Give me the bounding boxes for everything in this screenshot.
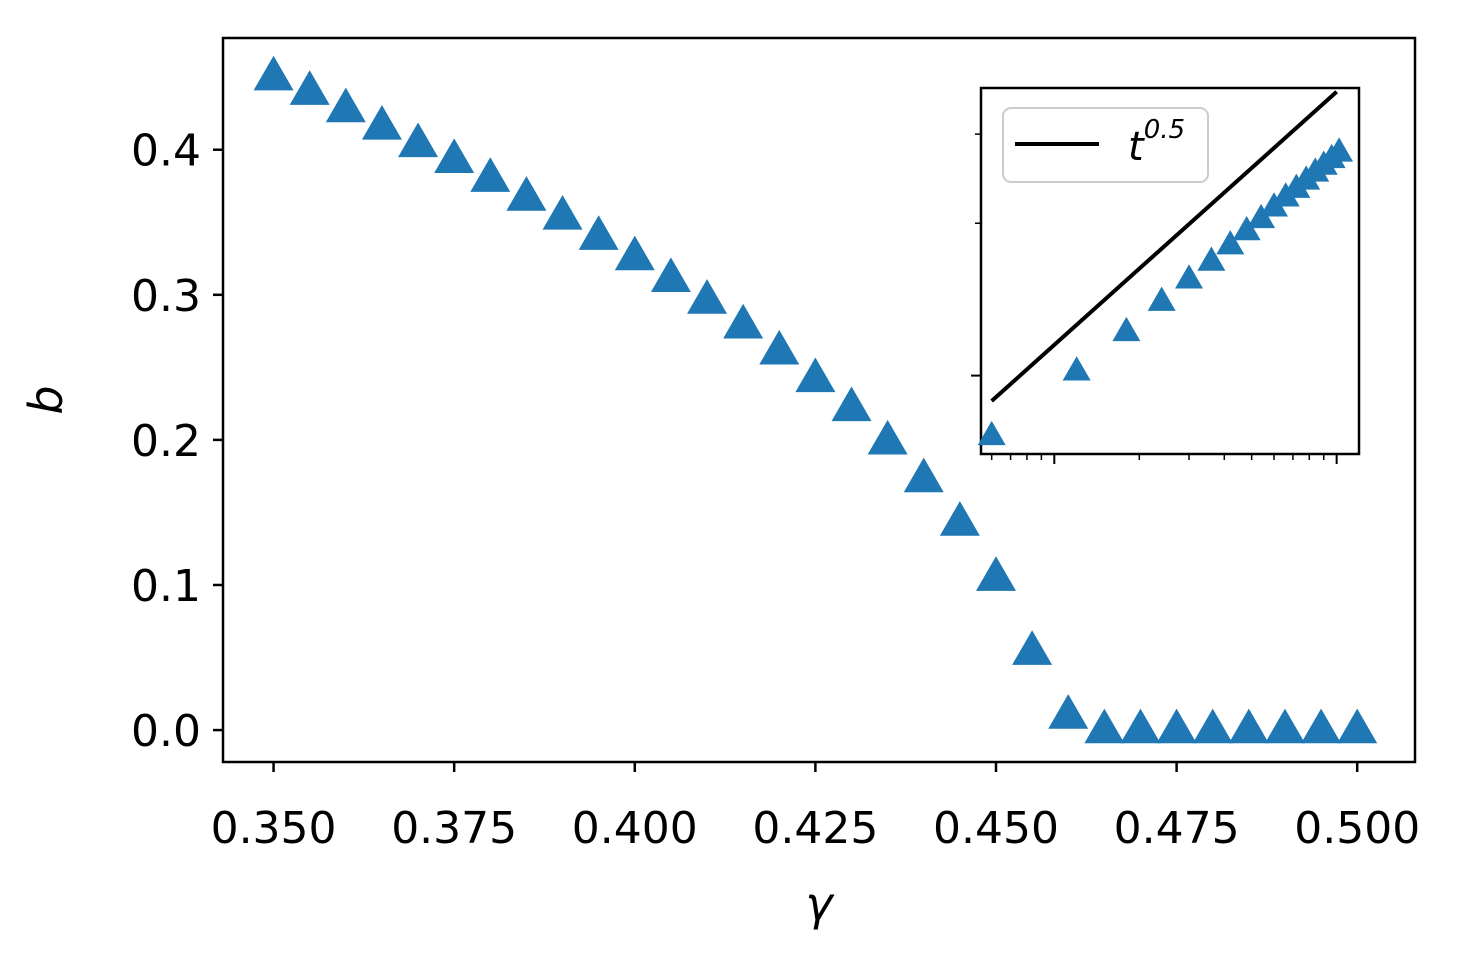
inset-data-point: [1112, 316, 1141, 342]
inset-data-points: [977, 137, 1354, 446]
data-point: [253, 55, 294, 91]
data-point: [1048, 694, 1089, 729]
y-tick-label: 0.0: [131, 706, 201, 757]
inset-data-point: [1232, 216, 1261, 241]
main-x-ticks: 0.350 0.375 0.400 0.425 0.450 0.475 0.500: [211, 762, 1420, 854]
data-point: [1264, 708, 1305, 744]
data-point: [1301, 708, 1342, 744]
y-axis-label: b: [19, 385, 73, 414]
data-point: [1156, 708, 1197, 744]
data-point: [1228, 708, 1269, 744]
data-point: [614, 235, 655, 271]
data-point: [542, 194, 583, 230]
data-point: [1192, 708, 1233, 744]
x-tick-label: 0.350: [211, 803, 337, 854]
x-tick-label: 0.425: [752, 803, 878, 854]
data-point: [903, 457, 944, 493]
inset-data-point: [1062, 356, 1091, 381]
x-tick-label: 0.475: [1114, 803, 1240, 854]
y-tick-label: 0.2: [131, 416, 201, 467]
data-point: [434, 138, 475, 174]
main-data-points: [253, 55, 1378, 744]
legend-label-exponent: 0.5: [1144, 115, 1185, 145]
inset-plot: t0.5: [971, 86, 1361, 464]
x-tick-label: 0.375: [391, 803, 517, 854]
data-point: [1084, 708, 1125, 744]
data-point: [325, 87, 366, 123]
inset-data-point: [1197, 246, 1226, 271]
data-point: [975, 556, 1016, 591]
data-point: [1012, 630, 1053, 665]
inset-data-point: [1147, 286, 1176, 311]
inset-data-point: [1216, 230, 1245, 255]
legend-label-base: t: [1128, 124, 1145, 170]
data-point: [470, 157, 511, 192]
y-tick-label: 0.3: [131, 271, 201, 322]
inset-ticks: [971, 133, 1338, 464]
inset-data-point: [1325, 137, 1354, 162]
data-point: [578, 215, 619, 250]
inset-legend: t0.5: [1002, 107, 1209, 183]
data-point: [759, 329, 800, 365]
data-point: [795, 357, 836, 393]
x-tick-label: 0.400: [572, 803, 698, 854]
legend-box: [1002, 107, 1209, 183]
data-point: [506, 176, 547, 211]
y-tick-label: 0.4: [131, 126, 201, 177]
data-point: [650, 257, 691, 293]
legend-label: t0.5: [1128, 115, 1185, 170]
inset-data-point: [1175, 264, 1204, 289]
data-point: [687, 279, 728, 314]
data-point: [398, 122, 439, 158]
data-point: [1337, 708, 1378, 744]
x-tick-label: 0.450: [933, 803, 1059, 854]
y-tick-label: 0.1: [131, 561, 201, 612]
main-y-ticks: 0.0 0.1 0.2 0.3 0.4: [131, 126, 223, 757]
data-point: [831, 386, 872, 422]
data-point: [939, 501, 980, 536]
data-point: [1120, 708, 1161, 744]
data-point: [723, 303, 764, 339]
x-tick-label: 0.500: [1294, 803, 1420, 854]
x-axis-label: γ: [805, 877, 835, 931]
data-point: [361, 105, 402, 140]
data-point: [867, 419, 908, 455]
inset-data-point: [977, 420, 1006, 446]
data-point: [289, 70, 330, 105]
inset-power-law-line: [990, 90, 1338, 403]
power-law-line: [990, 90, 1338, 403]
